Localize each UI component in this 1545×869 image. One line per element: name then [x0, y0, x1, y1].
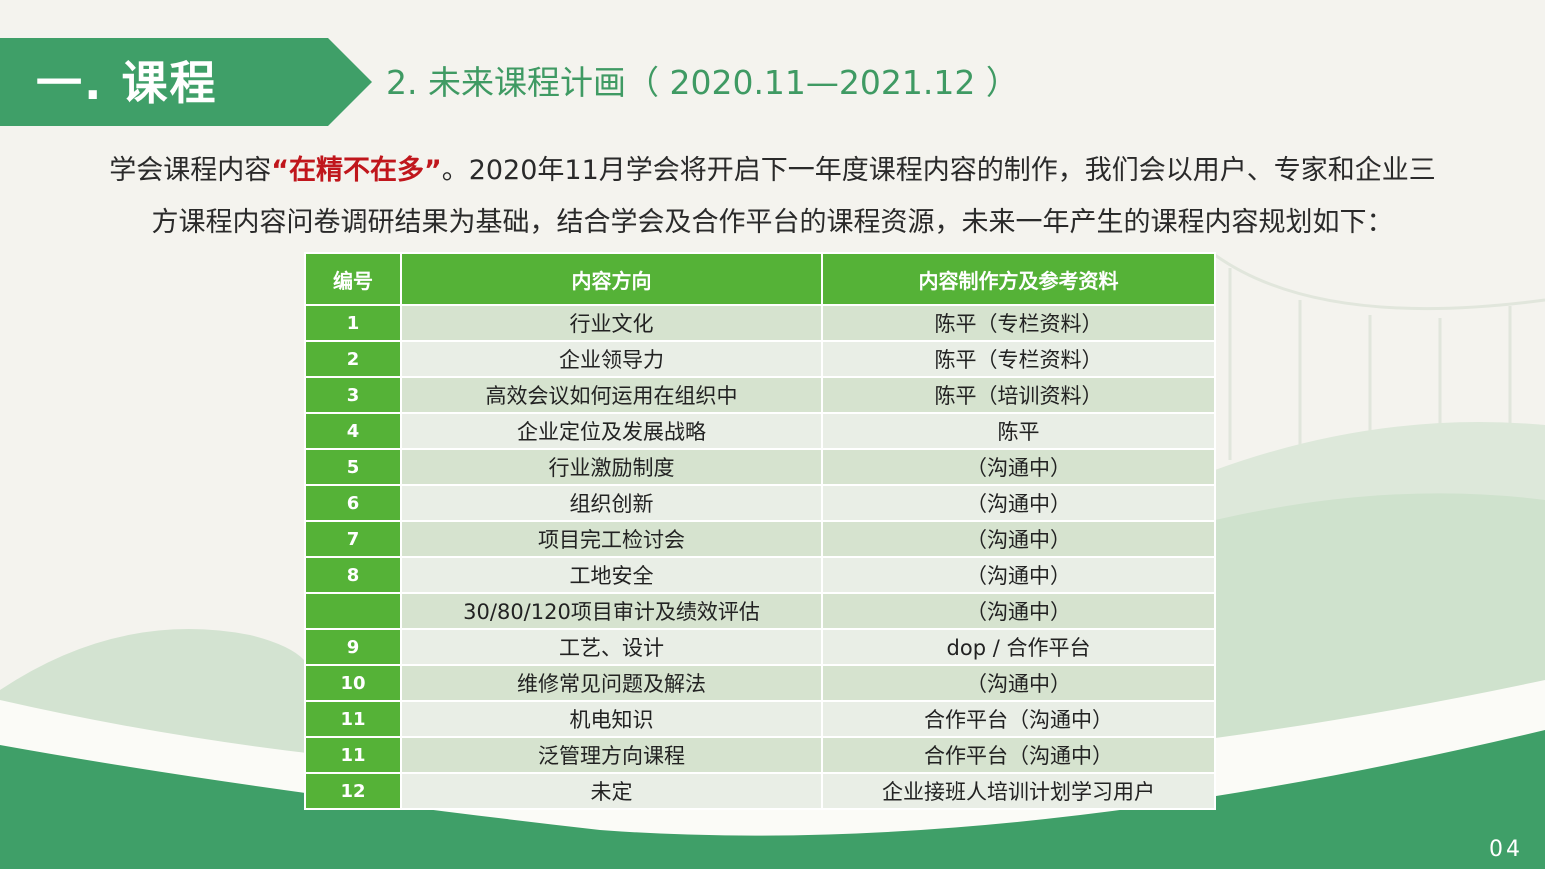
- row-source: （沟通中）: [821, 520, 1216, 558]
- row-number: 1: [304, 304, 402, 342]
- row-topic: 未定: [400, 772, 823, 810]
- intro-highlight: “在精不在多”: [271, 155, 442, 186]
- table-row: 30/80/120项目审计及绩效评估 （沟通中）: [304, 592, 1216, 630]
- row-topic: 高效会议如何运用在组织中: [400, 376, 823, 414]
- table-row: 11 机电知识 合作平台（沟通中）: [304, 700, 1216, 738]
- row-source: 合作平台（沟通中）: [821, 700, 1216, 738]
- section-banner: [0, 38, 372, 126]
- row-number: 2: [304, 340, 402, 378]
- table-row: 6 组织创新 （沟通中）: [304, 484, 1216, 522]
- table-row: 5 行业激励制度 （沟通中）: [304, 448, 1216, 486]
- row-topic: 泛管理方向课程: [400, 736, 823, 774]
- row-source: 企业接班人培训计划学习用户: [821, 772, 1216, 810]
- table-row: 3 高效会议如何运用在组织中 陈平（培训资料）: [304, 376, 1216, 414]
- row-number: 11: [304, 700, 402, 738]
- row-number: 6: [304, 484, 402, 522]
- row-number: [304, 592, 402, 630]
- row-number: 4: [304, 412, 402, 450]
- row-source: 陈平（培训资料）: [821, 376, 1216, 414]
- row-number: 7: [304, 520, 402, 558]
- row-topic: 企业定位及发展战略: [400, 412, 823, 450]
- table-row: 4 企业定位及发展战略 陈平: [304, 412, 1216, 450]
- row-topic: 行业文化: [400, 304, 823, 342]
- row-topic: 机电知识: [400, 700, 823, 738]
- row-source: （沟通中）: [821, 484, 1216, 522]
- section-title: 一. 课程: [36, 56, 218, 110]
- header-source: 内容制作方及参考资料: [821, 252, 1216, 306]
- row-number: 10: [304, 664, 402, 702]
- row-number: 3: [304, 376, 402, 414]
- intro-prefix: 学会课程内容: [109, 155, 272, 186]
- row-source: （沟通中）: [821, 556, 1216, 594]
- slide-subtitle: 2. 未来课程计画（ 2020.11—2021.12 ）: [386, 63, 1019, 102]
- row-source: （沟通中）: [821, 664, 1216, 702]
- row-topic: 维修常见问题及解法: [400, 664, 823, 702]
- header-topic: 内容方向: [400, 252, 823, 306]
- row-topic: 行业激励制度: [400, 448, 823, 486]
- row-source: 陈平（专栏资料）: [821, 340, 1216, 378]
- row-source: （沟通中）: [821, 448, 1216, 486]
- intro-line-2: 方课程内容问卷调研结果为基础，结合学会及合作平台的课程资源，未来一年产生的课程内…: [151, 207, 1394, 238]
- row-number: 9: [304, 628, 402, 666]
- row-source: 陈平（专栏资料）: [821, 304, 1216, 342]
- row-source: 合作平台（沟通中）: [821, 736, 1216, 774]
- intro-paragraph: 学会课程内容“在精不在多”。2020年11月学会将开启下一年度课程内容的制作，我…: [40, 145, 1505, 249]
- row-topic: 项目完工检讨会: [400, 520, 823, 558]
- table-row: 9 工艺、设计 dop / 合作平台: [304, 628, 1216, 666]
- table-body: 1 行业文化 陈平（专栏资料） 2 企业领导力 陈平（专栏资料） 3 高效会议如何运用在组织中…: [304, 304, 1216, 810]
- row-number: 11: [304, 736, 402, 774]
- row-topic: 企业领导力: [400, 340, 823, 378]
- row-topic: 30/80/120项目审计及绩效评估: [400, 592, 823, 630]
- table-row: 7 项目完工检讨会 （沟通中）: [304, 520, 1216, 558]
- row-number: 5: [304, 448, 402, 486]
- table-row: 1 行业文化 陈平（专栏资料）: [304, 304, 1216, 342]
- row-source: （沟通中）: [821, 592, 1216, 630]
- table-row: 10 维修常见问题及解法 （沟通中）: [304, 664, 1216, 702]
- page-number: 04: [1489, 837, 1523, 862]
- intro-line-1: 学会课程内容“在精不在多”。2020年11月学会将开启下一年度课程内容的制作，我…: [40, 145, 1505, 197]
- course-plan-table: 编号 内容方向 内容制作方及参考资料 1 行业文化 陈平（专栏资料） 2 企业领导力 陈平…: [304, 252, 1216, 810]
- header-number: 编号: [304, 252, 402, 306]
- table-row: 2 企业领导力 陈平（专栏资料）: [304, 340, 1216, 378]
- row-source: 陈平: [821, 412, 1216, 450]
- row-topic: 组织创新: [400, 484, 823, 522]
- row-number: 12: [304, 772, 402, 810]
- table-header-row: 编号 内容方向 内容制作方及参考资料: [304, 252, 1216, 306]
- row-topic: 工地安全: [400, 556, 823, 594]
- table-row: 12 未定 企业接班人培训计划学习用户: [304, 772, 1216, 810]
- row-number: 8: [304, 556, 402, 594]
- intro-suffix: 。2020年11月学会将开启下一年度课程内容的制作，我们会以用户、专家和企业三: [441, 155, 1436, 186]
- row-topic: 工艺、设计: [400, 628, 823, 666]
- table-row: 11 泛管理方向课程 合作平台（沟通中）: [304, 736, 1216, 774]
- table-row: 8 工地安全 （沟通中）: [304, 556, 1216, 594]
- row-source: dop / 合作平台: [821, 628, 1216, 666]
